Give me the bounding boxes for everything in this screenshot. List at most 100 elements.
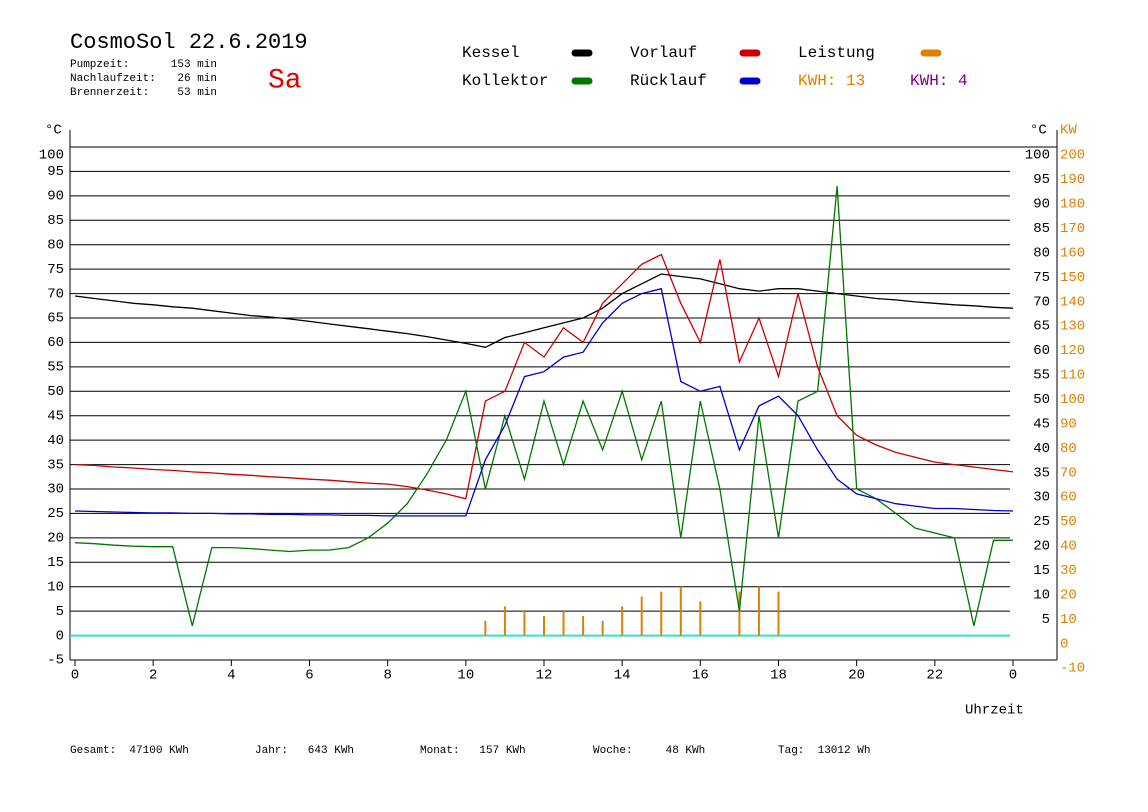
y-right-tick-label: 70 xyxy=(1033,294,1050,310)
x-tick-label: 20 xyxy=(848,668,865,684)
y2-tick-label: 10 xyxy=(1060,612,1077,628)
y-tick-label: 90 xyxy=(47,189,64,205)
y-tick-label: 55 xyxy=(47,360,64,376)
y-right-tick-label: 55 xyxy=(1033,368,1050,384)
x-tick-label: 2 xyxy=(149,668,157,684)
y-right-tick-label: 30 xyxy=(1033,490,1050,506)
y-right-tick-label: 80 xyxy=(1033,245,1050,261)
y2-tick-label: 190 xyxy=(1060,172,1085,188)
y2-tick-label: 90 xyxy=(1060,416,1077,432)
y-right-tick-label: 20 xyxy=(1033,539,1050,555)
x-tick-label: 8 xyxy=(383,668,391,684)
y2-axis-label: KW xyxy=(1060,123,1077,139)
chart-title: CosmoSol 22.6.2019 xyxy=(70,30,308,55)
y2-tick-label: 30 xyxy=(1060,563,1077,579)
footer-item: Jahr: 643 KWh xyxy=(255,745,354,757)
y-tick-label: 65 xyxy=(47,311,64,327)
y-tick-label: 50 xyxy=(47,384,64,400)
y2-tick-label: 180 xyxy=(1060,197,1085,213)
y-tick-label: 5 xyxy=(56,604,64,620)
y-tick-label: 45 xyxy=(47,408,64,424)
legend-label: Vorlauf xyxy=(630,44,697,62)
x-tick-label: 0 xyxy=(71,668,79,684)
x-tick-label: 10 xyxy=(457,668,474,684)
y-right-tick-label: 35 xyxy=(1033,465,1050,481)
y2-tick-label: 120 xyxy=(1060,343,1085,359)
y-right-tick-label: 90 xyxy=(1033,197,1050,213)
x-axis-label: Uhrzeit xyxy=(965,703,1024,719)
y-tick-label: 30 xyxy=(47,482,64,498)
y-tick-label: 80 xyxy=(47,237,64,253)
stat-label: Nachlaufzeit: xyxy=(70,73,156,85)
y-right-tick-label: 95 xyxy=(1033,172,1050,188)
y2-tick-label: 70 xyxy=(1060,465,1077,481)
y2-tick-label: 150 xyxy=(1060,270,1085,286)
x-tick-label: 0 xyxy=(1009,668,1017,684)
x-tick-label: 22 xyxy=(926,668,943,684)
y2-tick-label: 60 xyxy=(1060,490,1077,506)
y-tick-label: 25 xyxy=(47,506,64,522)
y2-tick-label: 110 xyxy=(1060,368,1085,384)
annotation: KWH: 4 xyxy=(910,72,968,90)
y-right-tick-label: 15 xyxy=(1033,563,1050,579)
y2-tick-label: 80 xyxy=(1060,441,1077,457)
y-tick-label: 35 xyxy=(47,457,64,473)
x-tick-label: 14 xyxy=(614,668,631,684)
y2-tick-label: 140 xyxy=(1060,294,1085,310)
y-right-tick-label: 10 xyxy=(1033,587,1050,603)
y-tick-label: 70 xyxy=(47,286,64,302)
y-tick-label: 40 xyxy=(47,433,64,449)
stat-value: 153 min xyxy=(171,59,217,71)
y2-tick-label: 200 xyxy=(1060,148,1085,164)
y-right-tick-label: 85 xyxy=(1033,221,1050,237)
y-right-tick-label: 65 xyxy=(1033,319,1050,335)
y2-tick-label: 100 xyxy=(1060,392,1085,408)
y2-tick-label: 130 xyxy=(1060,319,1085,335)
y-right-tick-label: 5 xyxy=(1042,612,1050,628)
footer-item: Monat: 157 KWh xyxy=(420,745,526,757)
y-tick-label: 0 xyxy=(56,628,64,644)
y2-tick-label: 40 xyxy=(1060,539,1077,555)
legend-label: Kessel xyxy=(462,44,520,62)
y-tick-label: -5 xyxy=(47,653,64,669)
y-tick-label: 15 xyxy=(47,555,64,571)
footer-item: Gesamt: 47100 KWh xyxy=(70,745,189,757)
y-tick-label: 10 xyxy=(47,579,64,595)
stat-value: 26 min xyxy=(177,73,217,85)
y-right-tick-label: 45 xyxy=(1033,416,1050,432)
y-tick-label: 95 xyxy=(47,164,64,180)
y-tick-label: 60 xyxy=(47,335,64,351)
legend-label: Kollektor xyxy=(462,72,548,90)
series-line xyxy=(74,287,1014,517)
y-right-axis-label: °C xyxy=(1030,123,1047,139)
y-right-tick-label: 100 xyxy=(1025,148,1050,164)
y2-tick-label: 50 xyxy=(1060,514,1077,530)
y2-tick-label: 20 xyxy=(1060,587,1077,603)
y-tick-label: 100 xyxy=(39,148,64,164)
series-line xyxy=(74,253,1014,500)
annotation: KWH: 13 xyxy=(798,72,865,90)
y2-tick-label: 0 xyxy=(1060,636,1068,652)
x-tick-label: 12 xyxy=(536,668,553,684)
y-tick-label: 20 xyxy=(47,531,64,547)
x-tick-label: 16 xyxy=(692,668,709,684)
y2-tick-label: 170 xyxy=(1060,221,1085,237)
x-tick-label: 4 xyxy=(227,668,235,684)
day-label: Sa xyxy=(268,65,302,96)
stat-label: Brennerzeit: xyxy=(70,87,149,99)
legend-label: Rücklauf xyxy=(630,72,707,90)
footer-item: Woche: 48 KWh xyxy=(593,745,705,757)
y-axis-label: °C xyxy=(45,123,62,139)
x-tick-label: 6 xyxy=(305,668,313,684)
stat-value: 53 min xyxy=(177,87,217,99)
y-right-tick-label: 75 xyxy=(1033,270,1050,286)
series-line xyxy=(74,186,1013,626)
y-right-tick-label: 50 xyxy=(1033,392,1050,408)
y-right-tick-label: 40 xyxy=(1033,441,1050,457)
stat-label: Pumpzeit: xyxy=(70,59,129,71)
y2-tick-label: -10 xyxy=(1060,661,1085,677)
y2-tick-label: 160 xyxy=(1060,245,1085,261)
y-tick-label: 85 xyxy=(47,213,64,229)
series-line xyxy=(74,273,1014,348)
